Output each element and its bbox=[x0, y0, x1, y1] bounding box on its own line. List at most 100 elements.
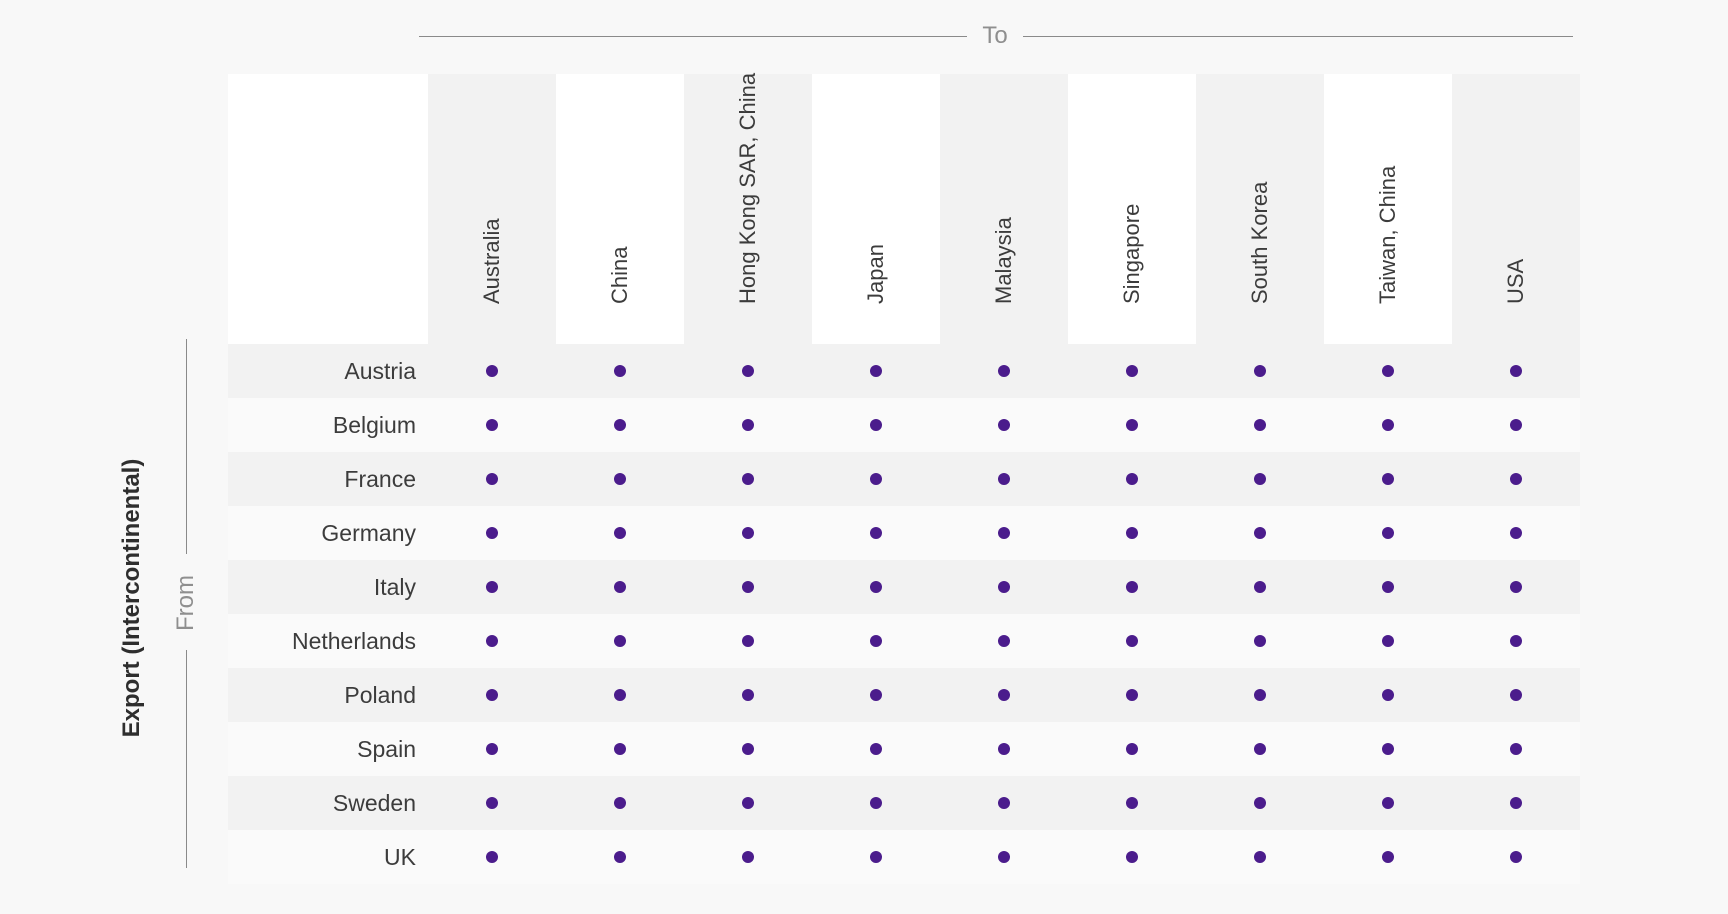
cell-dot bbox=[742, 689, 754, 701]
cell-dot bbox=[614, 851, 626, 863]
column-header-label: Malaysia bbox=[991, 217, 1016, 304]
column-header: Taiwan, China bbox=[1324, 74, 1452, 344]
cell-dot bbox=[870, 689, 882, 701]
cell-dot bbox=[486, 743, 498, 755]
column-header-label: Australia bbox=[479, 218, 504, 304]
column-header: USA bbox=[1452, 74, 1580, 344]
cell-dot bbox=[1126, 365, 1138, 377]
cell-dot bbox=[614, 635, 626, 647]
cell-dot bbox=[742, 635, 754, 647]
from-label: From bbox=[172, 575, 199, 631]
column-header-label: Singapore bbox=[1119, 203, 1144, 304]
row-label: Italy bbox=[373, 574, 416, 600]
cell-dot bbox=[1254, 689, 1266, 701]
column-header: Singapore bbox=[1068, 74, 1196, 344]
cell-dot bbox=[486, 851, 498, 863]
column-header: Japan bbox=[812, 74, 940, 344]
cell-dot bbox=[870, 851, 882, 863]
row-band bbox=[228, 830, 1580, 884]
column-band bbox=[428, 74, 556, 344]
cell-dot bbox=[998, 635, 1010, 647]
cell-dot bbox=[870, 419, 882, 431]
cell-dot bbox=[1382, 797, 1394, 809]
column-header-label: Taiwan, China bbox=[1375, 165, 1400, 304]
column-header-label: USA bbox=[1503, 258, 1528, 304]
cell-dot bbox=[1254, 473, 1266, 485]
column-header-label: China bbox=[607, 246, 632, 304]
cell-dot bbox=[1126, 797, 1138, 809]
cell-dot bbox=[1510, 635, 1522, 647]
cell-dot bbox=[486, 365, 498, 377]
column-header: Hong Kong SAR, China bbox=[684, 72, 812, 344]
cell-dot bbox=[742, 419, 754, 431]
cell-dot bbox=[486, 581, 498, 593]
cell-dot bbox=[998, 581, 1010, 593]
row-label: Spain bbox=[357, 736, 416, 762]
cell-dot bbox=[614, 527, 626, 539]
row-label: Austria bbox=[344, 358, 416, 384]
column-band bbox=[1452, 74, 1580, 344]
cell-dot bbox=[870, 743, 882, 755]
cell-dot bbox=[742, 473, 754, 485]
cell-dot bbox=[486, 473, 498, 485]
cell-dot bbox=[742, 851, 754, 863]
cell-dot bbox=[1126, 743, 1138, 755]
cell-dot bbox=[998, 851, 1010, 863]
column-band bbox=[1196, 74, 1324, 344]
cell-dot bbox=[614, 581, 626, 593]
cell-dot bbox=[870, 365, 882, 377]
cell-dot bbox=[614, 689, 626, 701]
cell-dot bbox=[998, 797, 1010, 809]
row-label: Sweden bbox=[332, 790, 416, 816]
cell-dot bbox=[1382, 851, 1394, 863]
export-matrix: Australia China Hong Kong SAR, China Japan M… bbox=[228, 72, 1580, 884]
cell-dot bbox=[1254, 797, 1266, 809]
row-band bbox=[228, 398, 1580, 452]
column-header: Malaysia bbox=[940, 74, 1068, 344]
row-band bbox=[228, 344, 1580, 398]
cell-dot bbox=[614, 365, 626, 377]
row-label: UK bbox=[384, 844, 416, 870]
cell-dot bbox=[1254, 743, 1266, 755]
cell-dot bbox=[1510, 365, 1522, 377]
column-header-label: Hong Kong SAR, China bbox=[735, 72, 760, 304]
cell-dot bbox=[742, 743, 754, 755]
cell-dot bbox=[870, 527, 882, 539]
cell-dot bbox=[1126, 581, 1138, 593]
column-header-label: South Korea bbox=[1247, 181, 1272, 304]
cell-dot bbox=[614, 473, 626, 485]
row-band bbox=[228, 668, 1580, 722]
cell-dot bbox=[1254, 635, 1266, 647]
cell-dot bbox=[1126, 689, 1138, 701]
column-band bbox=[940, 74, 1068, 344]
cell-dot bbox=[1382, 689, 1394, 701]
cell-dot bbox=[1382, 365, 1394, 377]
cell-dot bbox=[742, 581, 754, 593]
row-band bbox=[228, 560, 1580, 614]
cell-dot bbox=[1382, 581, 1394, 593]
cell-dot bbox=[1510, 689, 1522, 701]
cell-dot bbox=[742, 797, 754, 809]
cell-dot bbox=[998, 365, 1010, 377]
cell-dot bbox=[1254, 365, 1266, 377]
side-title: Export (Intercontinental) bbox=[118, 458, 145, 738]
cell-dot bbox=[1510, 527, 1522, 539]
from-rule-top bbox=[186, 339, 187, 554]
column-header: China bbox=[556, 74, 684, 344]
cell-dot bbox=[870, 581, 882, 593]
row-label: Netherlands bbox=[291, 628, 416, 654]
row-label: Germany bbox=[321, 520, 416, 546]
cell-dot bbox=[614, 797, 626, 809]
cell-dot bbox=[1510, 797, 1522, 809]
cell-dot bbox=[1126, 635, 1138, 647]
cell-dot bbox=[1510, 743, 1522, 755]
row-label: Poland bbox=[344, 682, 416, 708]
cell-dot bbox=[742, 365, 754, 377]
cell-dot bbox=[998, 419, 1010, 431]
cell-dot bbox=[1254, 527, 1266, 539]
cell-dot bbox=[614, 419, 626, 431]
cell-dot bbox=[998, 689, 1010, 701]
to-label: To bbox=[982, 22, 1008, 49]
cell-dot bbox=[870, 473, 882, 485]
row-band bbox=[228, 452, 1580, 506]
